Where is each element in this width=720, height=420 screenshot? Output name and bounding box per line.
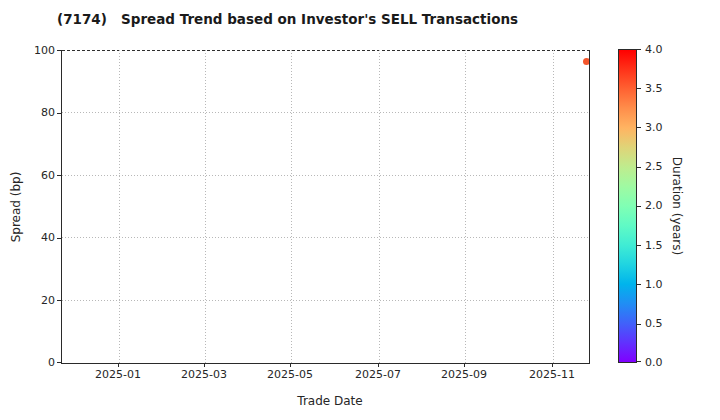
y-tick-label: 40 <box>15 231 55 244</box>
y-tick-label: 80 <box>15 106 55 119</box>
x-tick-label: 2025-11 <box>522 368 582 381</box>
x-tick-label: 2025-09 <box>434 368 494 381</box>
gridline-vertical <box>205 50 206 363</box>
gridline-vertical <box>553 50 554 363</box>
colorbar-tick-label: 3.5 <box>645 82 679 95</box>
colorbar-tick-mark <box>637 167 641 168</box>
y-tick-mark <box>57 300 61 301</box>
gridline-vertical <box>119 50 120 363</box>
colorbar-tick-mark <box>637 361 641 362</box>
x-tick-mark <box>118 363 119 367</box>
gridline-horizontal <box>62 300 589 301</box>
gridline-vertical <box>291 50 292 363</box>
colorbar-tick-mark <box>637 127 641 128</box>
x-tick-label: 2025-03 <box>174 368 234 381</box>
plot-area <box>61 50 590 364</box>
y-tick-label: 0 <box>15 356 55 369</box>
x-tick-mark <box>290 363 291 367</box>
gridline-horizontal <box>62 112 589 113</box>
x-tick-mark <box>552 363 553 367</box>
gridline-vertical <box>379 50 380 363</box>
colorbar-tick-label: 4.0 <box>645 43 679 56</box>
x-tick-mark <box>204 363 205 367</box>
y-tick-label: 20 <box>15 294 55 307</box>
chart-figure: (7174) Spread Trend based on Investor's … <box>0 0 720 420</box>
data-point <box>583 58 590 65</box>
colorbar-tick-label: 0.5 <box>645 317 679 330</box>
gridline-horizontal <box>62 175 589 176</box>
colorbar-tick-label: 3.0 <box>645 121 679 134</box>
colorbar <box>618 49 637 363</box>
x-tick-label: 2025-05 <box>260 368 320 381</box>
chart-title: (7174) Spread Trend based on Investor's … <box>57 11 518 27</box>
colorbar-tick-label: 1.0 <box>645 278 679 291</box>
colorbar-tick-mark <box>637 245 641 246</box>
y-tick-label: 100 <box>15 44 55 57</box>
colorbar-tick-mark <box>637 49 641 50</box>
x-tick-label: 2025-01 <box>88 368 148 381</box>
top-spine <box>62 50 589 51</box>
y-tick-mark <box>57 362 61 363</box>
gridline-vertical <box>465 50 466 363</box>
x-tick-mark <box>378 363 379 367</box>
colorbar-tick-mark <box>637 324 641 325</box>
y-tick-mark <box>57 175 61 176</box>
colorbar-tick-mark <box>637 88 641 89</box>
colorbar-tick-label: 0.0 <box>645 356 679 369</box>
y-tick-mark <box>57 238 61 239</box>
colorbar-label: Duration (years) <box>670 157 684 255</box>
colorbar-tick-mark <box>637 206 641 207</box>
y-tick-mark <box>57 50 61 51</box>
colorbar-tick-mark <box>637 284 641 285</box>
y-tick-mark <box>57 113 61 114</box>
x-axis-label: Trade Date <box>297 394 362 408</box>
x-tick-label: 2025-07 <box>348 368 408 381</box>
gridline-horizontal <box>62 237 589 238</box>
y-tick-label: 60 <box>15 169 55 182</box>
x-tick-mark <box>464 363 465 367</box>
